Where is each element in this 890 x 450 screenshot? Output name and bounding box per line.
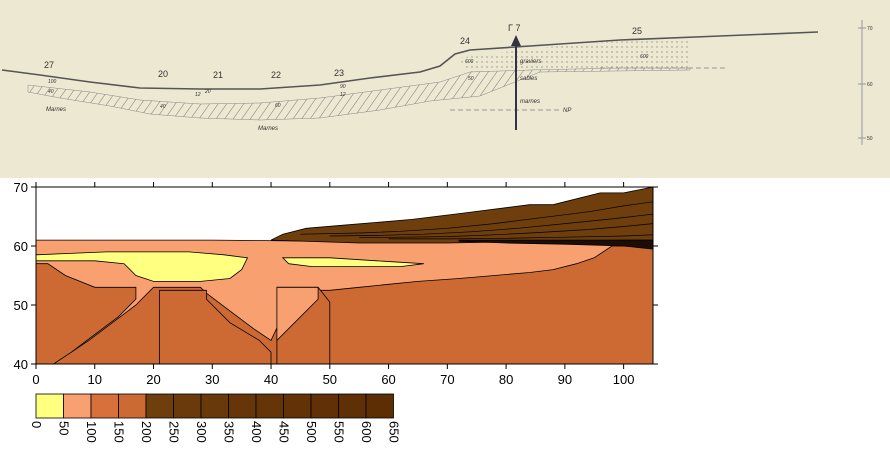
marnes-center-label: Marnes [258, 126, 278, 132]
legend-label-200: 200 [139, 421, 154, 443]
x-tick-label-30: 30 [205, 372, 219, 387]
point-24-label: 24 [460, 36, 470, 46]
legend-swatch-200 [145, 393, 174, 419]
region-yellow-lens-right [281, 257, 424, 267]
point-24-depth: 600 [465, 59, 474, 65]
point-20-label: 20 [158, 69, 168, 79]
y-tick-label-50: 50 [14, 298, 28, 313]
point-27-extra: 40 [48, 89, 54, 95]
legend-label-0: 0 [29, 421, 44, 428]
x-tick-label-20: 20 [146, 372, 160, 387]
legend-swatch-600 [365, 393, 394, 419]
right-scale-70: 70 [867, 26, 873, 32]
y-tick-label-60: 60 [14, 239, 28, 254]
gravel-contour-line-3 [359, 223, 654, 239]
legend-swatch-550 [338, 393, 367, 419]
point-22-extra: 60 [275, 103, 281, 109]
section-drawing: Γ 7 27 20 21 22 23 24 25 100 40 40 20 12… [1, 20, 873, 145]
legend-swatch-100 [90, 393, 119, 419]
point-23-label: 23 [334, 68, 344, 78]
legend-swatch-50 [63, 393, 92, 419]
contour-fills [35, 186, 654, 365]
region-gravel-wedge [270, 186, 654, 244]
legend-swatch-300 [200, 393, 229, 419]
contour-chart-svg: 0 10 20 30 40 50 60 70 80 90 100 40 50 60 70 0 50 100 150… [14, 180, 658, 443]
point-23-depth: 90 [340, 84, 346, 90]
legend-label-500: 500 [304, 421, 319, 443]
borehole-arrow-icon [511, 35, 521, 46]
point-21-depth: 20 [204, 89, 211, 95]
contour-section-chart: 0 10 20 30 40 50 60 70 80 90 100 40 50 60 70 0 50 100 150… [0, 178, 890, 445]
right-scale-50: 50 [867, 136, 873, 142]
legend-label-150: 150 [112, 421, 127, 443]
legend-swatch-500 [310, 393, 339, 419]
legend-label-350: 350 [222, 421, 237, 443]
point-27-depth: 100 [48, 79, 57, 85]
point-21-extra: 12 [195, 92, 201, 98]
right-scale-60: 60 [867, 82, 873, 88]
point-24-extra: 50 [468, 76, 474, 82]
point-27-label: 27 [44, 60, 54, 70]
region-yellow-lens-left [35, 251, 249, 282]
legend-label-450: 450 [277, 421, 292, 443]
profile-label: Γ 7 [508, 23, 520, 33]
legend-label-550: 550 [332, 421, 347, 443]
gravel-contour-line-2 [329, 213, 654, 237]
graviers-label: graviers [520, 59, 541, 65]
x-tick-label-10: 10 [88, 372, 102, 387]
legend-label-100: 100 [84, 421, 99, 443]
legend-swatch-400 [255, 393, 284, 419]
x-tick-label-60: 60 [381, 372, 395, 387]
legend-label-50: 50 [57, 421, 72, 435]
gravel-contour-line-1 [300, 201, 654, 235]
marnes-right-label: marnes [520, 99, 540, 105]
point-20-extra: 40 [160, 104, 166, 110]
marnes-layer [27, 67, 691, 121]
legend-swatch-450 [283, 393, 312, 419]
legend-swatch-250 [173, 393, 202, 419]
gravel-layer [458, 40, 690, 72]
point-25-label: 25 [632, 26, 642, 36]
np-label: NP [563, 108, 571, 114]
axis-tick-labels: 0 10 20 30 40 50 60 70 80 90 100 40 50 60 70 [14, 180, 635, 387]
ground-surface-line [1, 31, 819, 90]
y-tick-label-70: 70 [14, 180, 28, 195]
x-tick-label-90: 90 [558, 372, 572, 387]
x-tick-label-100: 100 [613, 372, 635, 387]
point-21-label: 21 [213, 70, 223, 80]
x-tick-label-80: 80 [499, 372, 513, 387]
legend-swatch-0 [35, 393, 64, 419]
gravel-contour-line-4 [388, 234, 654, 240]
legend-swatch-150 [118, 393, 147, 419]
point-23-extra: 12 [340, 92, 346, 98]
legend-label-600: 600 [359, 421, 374, 443]
x-tick-label-50: 50 [323, 372, 337, 387]
x-tick-label-0: 0 [32, 372, 39, 387]
legend-label-250: 250 [167, 421, 182, 443]
geologic-section-scan: Γ 7 27 20 21 22 23 24 25 100 40 40 20 12… [0, 0, 890, 178]
x-tick-label-70: 70 [440, 372, 454, 387]
legend-label-300: 300 [194, 421, 209, 443]
axis-ticks [31, 182, 658, 369]
point-22-label: 22 [271, 70, 281, 80]
y-tick-label-40: 40 [14, 357, 28, 372]
region-base-wedge-notch [276, 286, 319, 342]
x-tick-label-40: 40 [264, 372, 278, 387]
color-legend: 0 50 100 150 200 250 300 350 400 450 500 550 600 650 [29, 393, 402, 443]
plot-frame [35, 186, 654, 365]
legend-label-650: 650 [387, 421, 402, 443]
legend-swatch-350 [228, 393, 257, 419]
sables-label: sables [520, 76, 537, 82]
legend-label-400: 400 [249, 421, 264, 443]
point-25-depth: 600 [640, 54, 649, 60]
marnes-left-label: Marnes [46, 107, 66, 113]
